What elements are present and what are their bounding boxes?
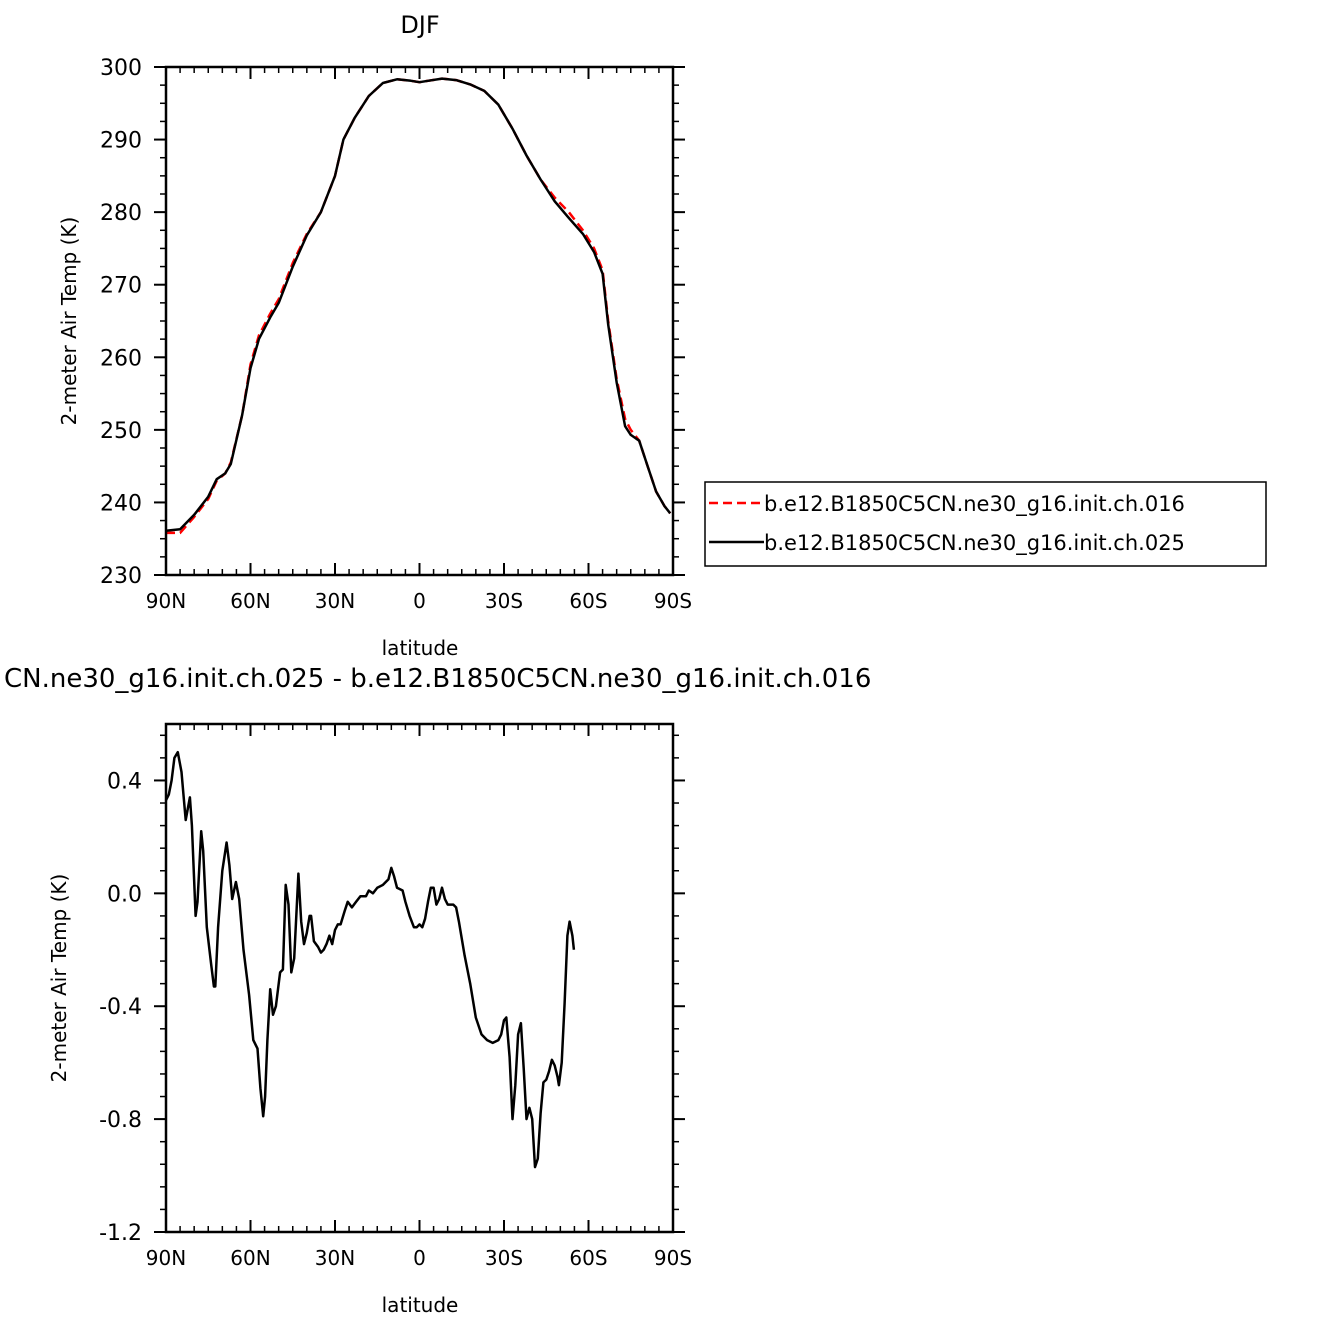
y-tick-label: 300 [100, 56, 142, 81]
x-tick-label: 90N [146, 1246, 186, 1270]
x-tick-label: 60S [569, 589, 607, 613]
x-tick-label: 0 [413, 589, 426, 613]
series-line-1 [164, 750, 576, 1169]
y-tick-label: -0.8 [99, 1108, 142, 1133]
bottom-chart-xlabel: latitude [382, 1293, 459, 1317]
bottom-chart-frame [164, 722, 675, 1234]
top-chart: DJF 90N 60N 30N 0 30S 60S 90S 300 290 280 270 260 25… [57, 11, 692, 660]
top-chart-title: DJF [400, 11, 439, 39]
top-chart-ylabel: 2-meter Air Temp (K) [57, 217, 81, 426]
x-tick-label: 60N [230, 589, 270, 613]
y-tick-label: 280 [100, 201, 142, 226]
x-tick-label: 90S [654, 1246, 692, 1270]
bottom-chart-title: CN.ne30_g16.init.ch.025 - b.e12.B1850C5C… [4, 664, 871, 694]
legend: b.e12.B1850C5CN.ne30_g16.init.ch.016 b.e… [704, 481, 1267, 567]
y-tick-label: 0.0 [107, 882, 142, 907]
top-chart-frame [164, 65, 675, 577]
y-tick-label: 0.4 [107, 769, 142, 794]
x-tick-label: 30S [485, 1246, 523, 1270]
top-chart-axes: 90N 60N 30N 0 30S 60S 90S 300 290 280 270 260 250 240… [100, 56, 692, 613]
legend-label-series-1: b.e12.B1850C5CN.ne30_g16.init.ch.016 [764, 492, 1185, 517]
top-chart-series [165, 77, 672, 535]
x-tick-label: 60S [569, 1246, 607, 1270]
y-tick-label: 240 [100, 491, 142, 516]
series-line-1 [166, 77, 672, 535]
y-tick-label: -1.2 [99, 1221, 142, 1246]
y-tick-label: -0.4 [99, 995, 142, 1020]
x-tick-label: 30N [315, 1246, 355, 1270]
y-tick-label: 250 [100, 419, 142, 444]
x-tick-label: 0 [413, 1246, 426, 1270]
legend-label-series-2: b.e12.B1850C5CN.ne30_g16.init.ch.025 [764, 531, 1185, 556]
bottom-chart-ylabel: 2-meter Air Temp (K) [47, 874, 71, 1083]
top-chart-xlabel: latitude [382, 636, 459, 660]
x-tick-label: 90S [654, 589, 692, 613]
legend-box [704, 481, 1267, 567]
series-line-2 [165, 77, 672, 532]
y-tick-label: 260 [100, 346, 142, 371]
x-tick-label: 60N [230, 1246, 270, 1270]
y-tick-label: 230 [100, 564, 142, 589]
x-tick-label: 90N [146, 589, 186, 613]
bottom-chart: CN.ne30_g16.init.ch.025 - b.e12.B1850C5C… [4, 664, 871, 1317]
bottom-chart-series [164, 750, 576, 1169]
x-tick-label: 30N [315, 589, 355, 613]
y-tick-label: 270 [100, 274, 142, 299]
x-tick-label: 30S [485, 589, 523, 613]
y-tick-label: 290 [100, 129, 142, 154]
